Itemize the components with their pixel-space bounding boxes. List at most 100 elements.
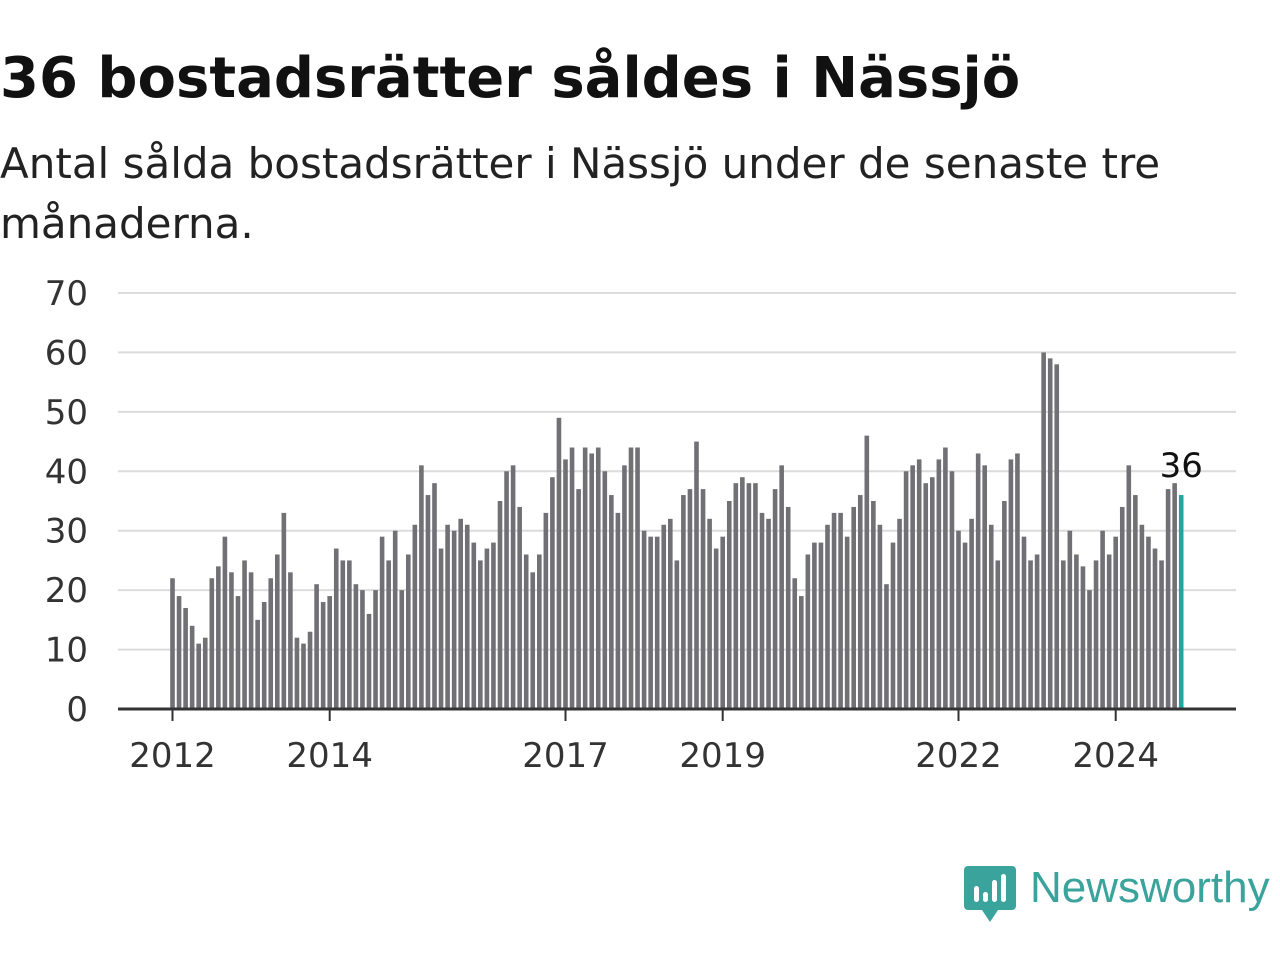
bar xyxy=(478,560,483,709)
bar xyxy=(799,596,804,709)
bar xyxy=(438,548,444,709)
bar xyxy=(1146,536,1151,709)
y-axis-labels: 0 10 20 30 40 50 60 70 xyxy=(45,274,88,730)
bar xyxy=(1067,530,1073,709)
bar xyxy=(687,489,693,709)
bar xyxy=(1159,560,1164,709)
bar xyxy=(609,495,614,709)
bar xyxy=(445,524,450,709)
y-tick-label: 30 xyxy=(45,512,88,552)
bar xyxy=(930,477,935,709)
y-tick-label: 10 xyxy=(45,631,88,671)
bar xyxy=(812,542,817,709)
bar xyxy=(275,554,280,709)
bar xyxy=(1133,495,1138,709)
bar xyxy=(229,572,234,709)
bar xyxy=(1054,364,1060,709)
bar xyxy=(471,542,477,709)
bar xyxy=(320,602,326,709)
bar xyxy=(281,512,287,709)
bar xyxy=(314,584,319,709)
bar xyxy=(307,631,313,709)
bar xyxy=(694,441,699,709)
bar xyxy=(333,548,339,709)
bar xyxy=(399,590,405,709)
bar xyxy=(589,453,594,709)
y-tick-label: 70 xyxy=(45,274,88,314)
bar xyxy=(1034,554,1040,709)
bar xyxy=(556,417,562,709)
bar xyxy=(255,619,260,709)
bar xyxy=(543,512,549,709)
bar xyxy=(582,447,588,709)
bar xyxy=(550,477,555,709)
bar xyxy=(242,560,247,709)
x-tick-label: 2012 xyxy=(129,736,216,776)
bar xyxy=(189,625,195,709)
bar xyxy=(1119,506,1125,709)
bar xyxy=(916,459,922,709)
bar xyxy=(497,501,503,709)
bar xyxy=(510,465,516,709)
bar xyxy=(268,578,274,709)
bar xyxy=(202,637,208,709)
bar xyxy=(943,447,948,709)
bar xyxy=(183,607,188,709)
bar xyxy=(936,459,942,709)
bar xyxy=(379,536,385,709)
bar xyxy=(563,459,568,709)
bar xyxy=(681,495,686,709)
bar xyxy=(805,554,811,709)
bar xyxy=(910,465,915,709)
bar xyxy=(301,643,306,709)
bar xyxy=(537,554,542,709)
bar xyxy=(595,447,601,709)
bar xyxy=(1041,352,1046,709)
y-tick-label: 0 xyxy=(66,690,88,730)
bar xyxy=(386,560,391,709)
bar xyxy=(720,536,725,709)
bar xyxy=(726,501,732,709)
bar xyxy=(504,471,509,709)
bar xyxy=(1008,459,1014,709)
bar xyxy=(988,524,994,709)
bar xyxy=(170,578,175,709)
bar xyxy=(432,483,437,709)
bar xyxy=(406,554,411,709)
bar xyxy=(451,530,457,709)
bar xyxy=(373,590,378,709)
bar xyxy=(615,512,621,709)
bar xyxy=(897,518,902,709)
bar xyxy=(1100,530,1105,709)
bar xyxy=(1113,536,1118,709)
bar xyxy=(785,506,791,709)
bar xyxy=(923,483,929,709)
bar xyxy=(792,578,798,709)
y-tick-label: 40 xyxy=(45,452,88,492)
bar xyxy=(1139,524,1145,709)
bar xyxy=(654,536,660,709)
bar xyxy=(602,471,608,709)
bar xyxy=(347,560,352,709)
bar xyxy=(1015,453,1020,709)
bar xyxy=(235,596,241,709)
bar xyxy=(838,512,843,709)
gridlines xyxy=(118,292,1236,651)
bar xyxy=(523,554,529,709)
bar xyxy=(844,536,850,709)
bar xyxy=(484,548,490,709)
bar xyxy=(517,506,522,709)
bar xyxy=(530,572,536,709)
bar xyxy=(877,524,883,709)
bar xyxy=(1028,560,1033,709)
x-tick-label: 2014 xyxy=(286,736,373,776)
bar xyxy=(628,447,634,709)
x-tick-label: 2024 xyxy=(1072,736,1159,776)
bar xyxy=(949,471,955,709)
bar xyxy=(857,495,863,709)
bar xyxy=(975,453,981,709)
bar xyxy=(772,489,778,709)
bar xyxy=(419,465,424,709)
bar xyxy=(903,471,909,709)
bar xyxy=(635,447,640,709)
